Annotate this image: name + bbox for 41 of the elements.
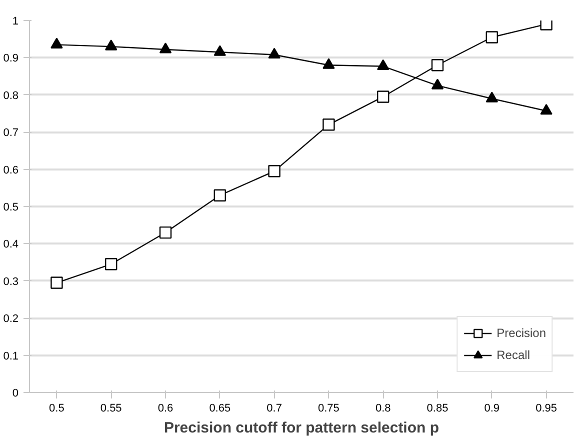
x-tick-label: 0.55 xyxy=(100,402,122,414)
point xyxy=(268,48,280,58)
point xyxy=(322,58,335,69)
point xyxy=(486,92,498,102)
point xyxy=(214,189,226,202)
x-tick-label: 0.65 xyxy=(209,402,231,414)
x-tick-label: 0.9 xyxy=(484,402,500,414)
y-tick-label: 0.4 xyxy=(3,238,19,251)
y-tick-label: 0.3 xyxy=(3,276,19,288)
point xyxy=(377,90,390,103)
x-tick-label: 0.7 xyxy=(266,402,282,414)
y-tick-label: 0.8 xyxy=(3,90,19,102)
point xyxy=(50,276,63,289)
point xyxy=(214,45,226,56)
point xyxy=(431,78,444,90)
point xyxy=(377,59,390,70)
x-axis-title: Precision cutoff for pattern selection p xyxy=(164,420,440,436)
x-tick-label: 0.6 xyxy=(158,402,174,414)
legend-label: Recall xyxy=(496,348,530,362)
y-tick-label: 0.7 xyxy=(3,127,19,140)
point xyxy=(268,165,280,178)
legend-label: Precision xyxy=(496,326,546,340)
y-tick-label: 0.6 xyxy=(3,164,19,176)
y-tick-label: 1 xyxy=(12,16,19,28)
point xyxy=(105,258,118,270)
point xyxy=(322,118,335,131)
point xyxy=(159,226,172,239)
y-tick-label: 0.1 xyxy=(3,350,19,362)
point xyxy=(50,38,63,48)
point xyxy=(105,40,118,50)
x-tick-label: 0.5 xyxy=(49,402,64,414)
point xyxy=(540,104,552,115)
y-tick-label: 0.5 xyxy=(3,202,19,214)
x-tick-label: 0.75 xyxy=(318,402,340,414)
y-tick-label: 0.2 xyxy=(3,313,19,326)
x-tick-label: 0.8 xyxy=(375,402,391,414)
x-tick-label: 0.95 xyxy=(536,402,558,414)
y-tick-label: 0.9 xyxy=(3,52,19,65)
y-tick-label: 0 xyxy=(12,388,19,400)
x-tick-label: 0.85 xyxy=(426,402,448,414)
point xyxy=(159,42,172,54)
